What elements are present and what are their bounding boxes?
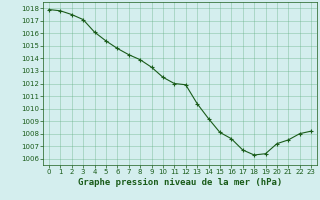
X-axis label: Graphe pression niveau de la mer (hPa): Graphe pression niveau de la mer (hPa) xyxy=(78,178,282,187)
